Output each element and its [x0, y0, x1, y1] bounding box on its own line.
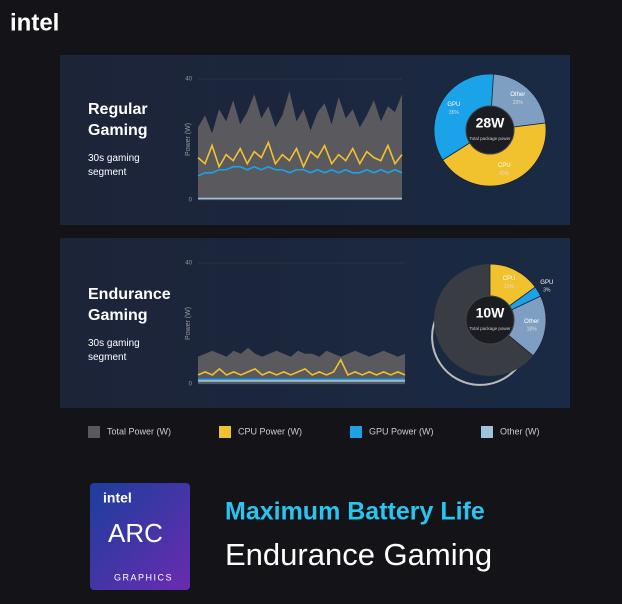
title-line: Endurance — [88, 286, 171, 303]
legend-label: Total Power (W) — [107, 426, 171, 436]
badge — [90, 483, 190, 590]
y-tick-label: 40 — [185, 261, 192, 267]
subheadline: Endurance Gaming — [225, 537, 492, 572]
slice-value: 43% — [499, 171, 510, 177]
y-tick-label: 0 — [189, 382, 193, 388]
legend-swatch — [219, 426, 231, 438]
series-line — [197, 140, 403, 169]
donut-center — [465, 105, 515, 155]
subtitle-line: 30s gaming — [88, 338, 140, 349]
panel-subtitle: 30s gaming segment — [88, 338, 140, 363]
center-label: Total package power — [469, 136, 511, 141]
slice-value: 15% — [504, 284, 515, 290]
series-line — [197, 358, 406, 376]
title-line: Regular — [88, 101, 148, 118]
y-axis-label: Power (W) — [185, 307, 192, 340]
donut-center — [465, 295, 515, 345]
slice-label: Other — [510, 92, 525, 98]
badge-line: GRAPHICS — [114, 572, 173, 582]
center-label: Total package power — [469, 326, 511, 331]
slice-value: 18% — [527, 327, 538, 333]
y-axis-label: Power (W) — [185, 123, 192, 156]
legend-swatch — [481, 426, 493, 438]
subtitle-line: 30s gaming — [88, 153, 140, 164]
legend-label: CPU Power (W) — [238, 426, 302, 436]
slice-value: 35% — [449, 110, 460, 116]
slice-label: Other — [524, 319, 539, 325]
y-tick-label: 40 — [185, 77, 192, 83]
subtitle-line: segment — [88, 167, 127, 178]
legend: Total Power (W) CPU Power (W) GPU Power (W… — [88, 426, 540, 438]
headline: Maximum Battery Life — [225, 498, 485, 526]
subtitle-line: segment — [88, 352, 127, 363]
panel-subtitle: 30s gaming segment — [88, 153, 140, 178]
legend-label: GPU Power (W) — [369, 426, 434, 436]
center-value: 28W — [476, 115, 506, 131]
legend-swatch — [88, 426, 100, 438]
title-line: Gaming — [88, 307, 148, 324]
slice-label: GPU — [540, 280, 553, 286]
logo: intel — [10, 9, 59, 36]
series-line — [197, 165, 403, 177]
slice-label: CPU — [498, 163, 511, 169]
center-value: 10W — [476, 305, 506, 321]
title-line: Gaming — [88, 122, 148, 139]
legend-label: Other (W) — [500, 426, 540, 436]
slice-label: CPU — [503, 276, 516, 282]
slice-value: 3% — [543, 288, 551, 294]
slice-value: 23% — [513, 100, 524, 106]
y-tick-label: 0 — [189, 198, 193, 204]
slice-label: GPU — [447, 102, 460, 108]
badge-brand: intel — [103, 490, 132, 506]
legend-swatch — [350, 426, 362, 438]
panel-title: Endurance Gaming — [88, 286, 171, 324]
total-area — [198, 347, 405, 384]
panel-title: Regular Gaming — [88, 101, 148, 139]
badge-product: ARC — [108, 518, 163, 548]
